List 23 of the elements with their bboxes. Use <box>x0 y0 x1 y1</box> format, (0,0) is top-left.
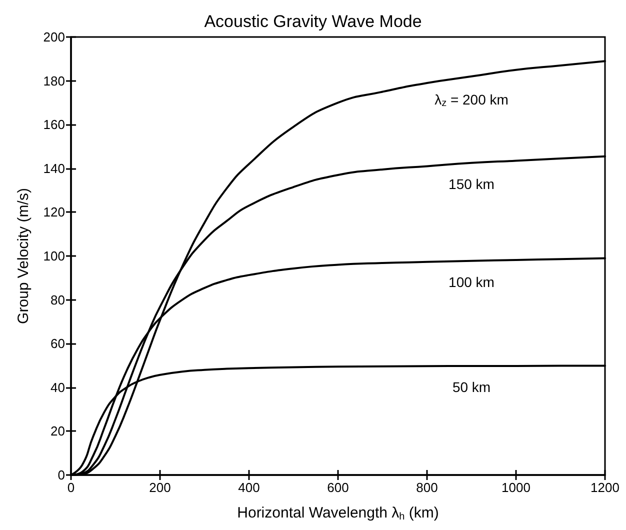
y-tick-label: 20 <box>50 424 65 439</box>
y-tick-label: 160 <box>43 117 65 132</box>
series-label: 100 km <box>448 274 494 290</box>
x-tick-label: 200 <box>149 480 171 495</box>
y-tick-label: 60 <box>50 336 65 352</box>
series-label: 50 km <box>452 378 491 395</box>
y-tick-label: 80 <box>50 292 65 308</box>
chart-title: Acoustic Gravity Wave Mode <box>204 12 422 31</box>
y-tick-label: 0 <box>58 468 65 482</box>
y-tick-label: 120 <box>43 204 65 220</box>
x-tick-label: 1200 <box>590 480 620 495</box>
y-tick-label: 40 <box>50 380 65 395</box>
y-axis-title: Group Velocity (m/s) <box>15 188 32 324</box>
x-tick-label: 0 <box>67 480 75 495</box>
y-tick-label: 100 <box>43 248 65 264</box>
series-label: 150 km <box>448 176 494 192</box>
x-tick-label: 400 <box>238 480 260 495</box>
y-tick-label: 140 <box>43 160 65 176</box>
x-tick-label: 1000 <box>502 480 530 495</box>
x-tick-label: 800 <box>416 480 438 495</box>
y-tick-label: 200 <box>43 30 65 44</box>
x-tick-label: 600 <box>327 480 349 495</box>
y-tick-label: 180 <box>43 73 65 88</box>
